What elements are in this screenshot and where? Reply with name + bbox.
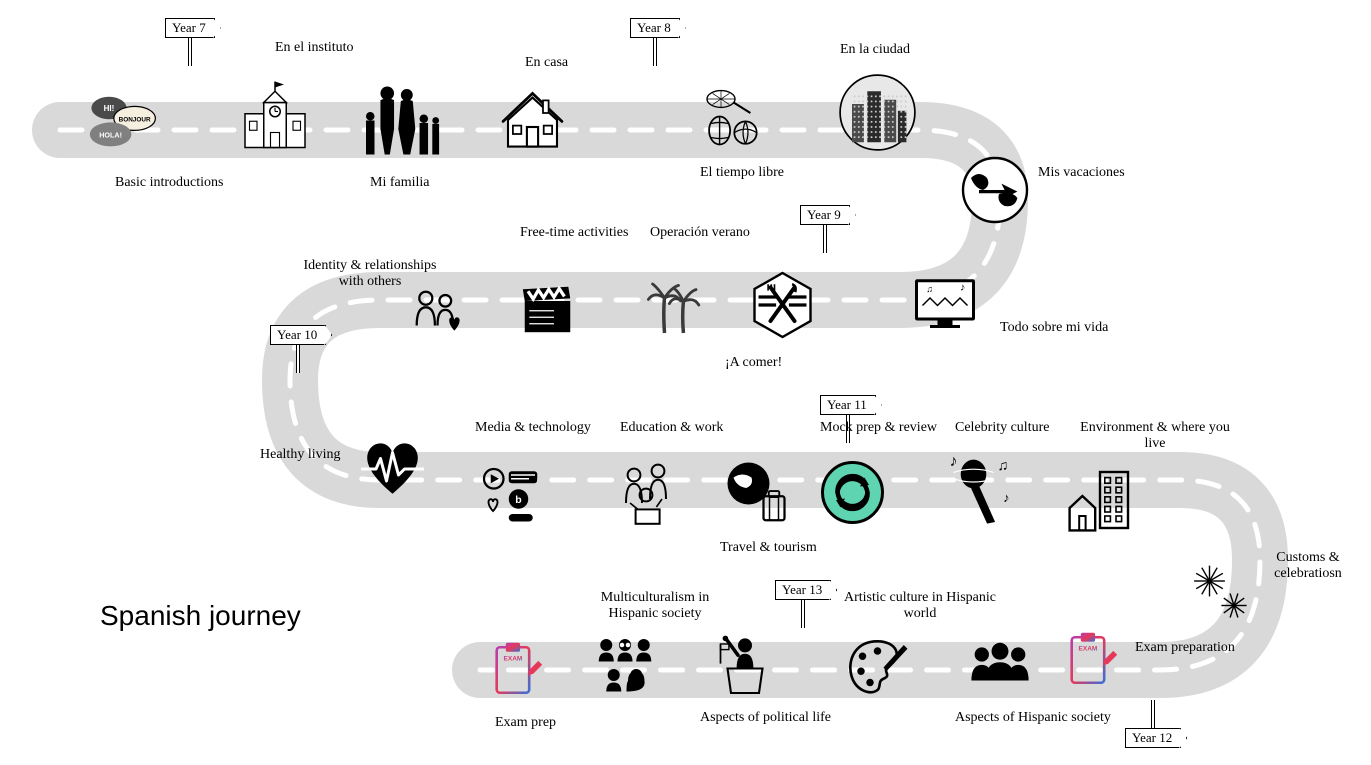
- signpost-year12: Year 12: [1125, 700, 1181, 748]
- topic-basic-intro: Basic introductions: [115, 175, 224, 191]
- svg-text:EXAM: EXAM: [504, 655, 523, 662]
- signpost-pole: [823, 225, 827, 253]
- mic-notes-icon: ♪ ♫ ♪: [930, 450, 1025, 530]
- sync-circle-icon: [815, 455, 890, 530]
- svg-text:♪: ♪: [1003, 490, 1009, 505]
- people-heart-icon: [395, 280, 480, 345]
- globe-arrow-icon: [955, 150, 1035, 230]
- palms-icon: [640, 270, 710, 340]
- family-icon: [340, 78, 460, 163]
- signpost-year10: Year 10: [270, 325, 326, 373]
- signpost-year9: Year 9: [800, 205, 850, 253]
- topic-artistic: Artistic culture in Hispanic world: [840, 590, 1000, 622]
- signpost-pole: [801, 600, 805, 628]
- house-icon: [485, 85, 580, 155]
- suitcase-globe-icon: [715, 455, 800, 530]
- exam-clip-1-icon: EXAM: [1060, 625, 1125, 695]
- svg-text:HOLA!: HOLA!: [99, 131, 122, 140]
- exam-clip-2-icon: EXAM: [485, 635, 550, 705]
- food-icon: [740, 265, 825, 345]
- signpost-year8: Year 8: [630, 18, 680, 66]
- svg-text:b: b: [515, 494, 521, 506]
- topic-exam-prep-13: Exam prep: [495, 715, 556, 731]
- signpost-pole: [653, 38, 657, 66]
- topic-en-ciudad: En la ciudad: [840, 42, 910, 58]
- media-icons-icon: b: [470, 460, 555, 535]
- svg-text:EXAM: EXAM: [1079, 645, 1098, 652]
- signpost-label: Year 7: [165, 18, 215, 38]
- topic-mi-familia: Mi familia: [370, 175, 430, 191]
- diagram-title: Spanish journey: [100, 600, 301, 632]
- svg-text:BONJOUR: BONJOUR: [119, 117, 151, 124]
- topic-mock-prep: Mock prep & review: [820, 420, 937, 436]
- topic-exam-prep-12: Exam preparation: [1135, 640, 1235, 656]
- topic-media-tech: Media & technology: [475, 420, 591, 436]
- topic-hispanic-soc: Aspects of Hispanic society: [955, 710, 1111, 726]
- topic-mis-vacaciones: Mis vacaciones: [1038, 165, 1125, 181]
- svg-text:♫: ♫: [926, 284, 933, 294]
- svg-text:♪: ♪: [950, 453, 958, 470]
- signpost-pole: [1151, 700, 1155, 728]
- topic-a-comer: ¡A comer!: [725, 355, 782, 371]
- topic-op-verano: Operación verano: [650, 225, 750, 241]
- signpost-label: Year 9: [800, 205, 850, 225]
- podium-icon: [710, 630, 780, 700]
- buildings-icon: [1055, 460, 1145, 540]
- sports-icon: [690, 85, 780, 155]
- svg-text:♪: ♪: [960, 282, 965, 294]
- signpost-label: Year 11: [820, 395, 876, 415]
- signpost-pole: [296, 345, 300, 373]
- topic-celebrity: Celebrity culture: [955, 420, 1049, 436]
- signpost-pole: [188, 38, 192, 66]
- school-icon: [230, 80, 320, 155]
- palette-icon: [835, 630, 920, 705]
- topic-environment: Environment & where you live: [1075, 420, 1235, 452]
- diverse-people-icon: [580, 630, 670, 705]
- signpost-label: Year 13: [775, 580, 831, 600]
- city-icon: [830, 70, 925, 155]
- signpost-year13: Year 13: [775, 580, 831, 628]
- topic-edu-work: Education & work: [620, 420, 723, 436]
- svg-text:♫: ♫: [998, 458, 1009, 474]
- signpost-label: Year 12: [1125, 728, 1181, 748]
- topic-todo-vida: Todo sobre mi vida: [1000, 320, 1108, 336]
- topic-multicultural: Multiculturalism in Hispanic society: [575, 590, 735, 622]
- topic-en-instituto: En el instituto: [275, 40, 354, 56]
- signpost-label: Year 10: [270, 325, 326, 345]
- students-icon: [600, 455, 700, 535]
- topic-en-casa: En casa: [525, 55, 568, 71]
- topic-travel: Travel & tourism: [720, 540, 817, 556]
- topic-healthy: Healthy living: [260, 447, 341, 463]
- topic-customs: Customs & celebratiosn: [1245, 550, 1371, 582]
- group-icon: [950, 635, 1050, 700]
- clapper-icon: [510, 275, 585, 340]
- signpost-year7: Year 7: [165, 18, 215, 66]
- topic-free-time: Free-time activities: [520, 225, 628, 241]
- topic-tiempo-libre: El tiempo libre: [700, 165, 784, 181]
- tv-music-icon: ♪♫: [895, 268, 995, 343]
- speech-bubbles-icon: HI! BONJOUR HOLA!: [70, 88, 180, 168]
- signpost-label: Year 8: [630, 18, 680, 38]
- svg-text:HI!: HI!: [104, 104, 115, 113]
- heart-pulse-icon: [350, 430, 435, 505]
- topic-political: Aspects of political life: [700, 710, 831, 726]
- fireworks-icon: [1185, 555, 1255, 635]
